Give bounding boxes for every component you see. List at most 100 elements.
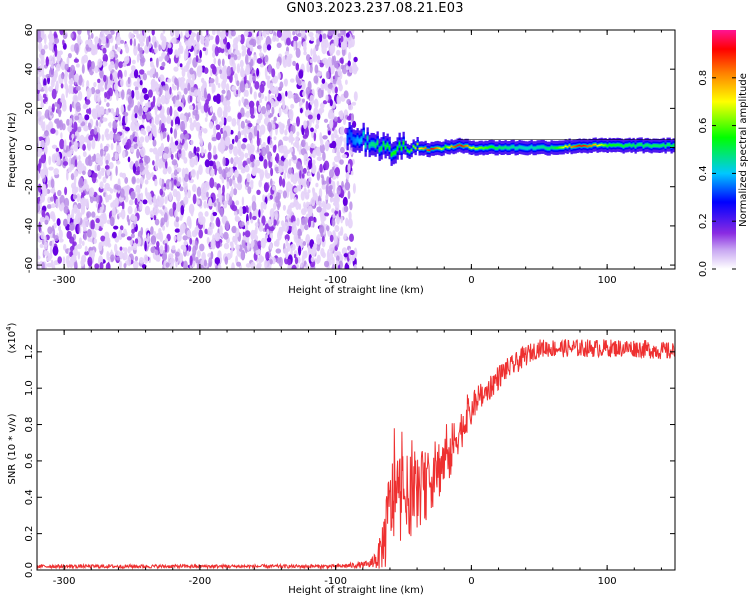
heatmap-cell bbox=[245, 54, 249, 65]
heatmap-cell bbox=[139, 200, 143, 211]
heatmap-cell bbox=[138, 47, 143, 54]
heatmap-cell bbox=[331, 264, 336, 269]
heatmap-cell bbox=[308, 172, 311, 177]
heatmap-cell bbox=[69, 225, 75, 231]
heatmap-cell bbox=[88, 107, 92, 115]
heatmap-cell bbox=[226, 192, 230, 202]
heatmap-cell bbox=[180, 133, 185, 140]
heatmap-cell bbox=[266, 44, 272, 51]
heatmap-cell bbox=[48, 155, 52, 166]
heatmap-cell bbox=[492, 146, 495, 148]
heatmap-cell bbox=[426, 149, 429, 151]
heatmap-cell bbox=[256, 118, 261, 124]
heatmap-cell bbox=[217, 82, 221, 89]
heatmap-cell bbox=[466, 145, 469, 147]
heatmap-cell bbox=[37, 255, 41, 260]
heatmap-cell bbox=[154, 178, 158, 187]
heatmap-cell bbox=[190, 80, 195, 87]
heatmap-cell bbox=[604, 144, 607, 146]
heatmap-cell bbox=[76, 34, 82, 45]
heatmap-cell bbox=[211, 136, 217, 142]
heatmap-cell bbox=[614, 144, 617, 147]
heatmap-cell bbox=[83, 125, 89, 132]
heatmap-cell bbox=[312, 247, 316, 257]
heatmap-cell bbox=[203, 67, 209, 74]
heatmap-cell bbox=[98, 121, 102, 128]
heatmap-cell bbox=[190, 169, 196, 178]
heatmap-cell bbox=[38, 221, 41, 233]
heatmap-cell bbox=[560, 146, 563, 149]
heatmap-cell bbox=[534, 147, 537, 149]
heatmap-cell bbox=[214, 182, 217, 188]
heatmap-cell bbox=[41, 261, 45, 269]
heatmap-cell bbox=[99, 115, 104, 124]
heatmap-cell bbox=[257, 45, 262, 50]
heatmap-cell bbox=[624, 144, 627, 147]
heatmap-cell bbox=[119, 225, 124, 231]
colorbar-label: Normalized spectral amplitude bbox=[738, 73, 749, 227]
heatmap-cell bbox=[336, 49, 341, 56]
heatmap-cell bbox=[147, 89, 153, 98]
heatmap-cell bbox=[233, 146, 239, 157]
heatmap-cell bbox=[351, 30, 355, 35]
heatmap-cell bbox=[342, 196, 348, 207]
heatmap-cell bbox=[213, 145, 217, 156]
heatmap-cell bbox=[510, 146, 513, 148]
heatmap-cell bbox=[237, 147, 242, 157]
heatmap-cell bbox=[216, 66, 220, 75]
heatmap-cell bbox=[196, 170, 199, 180]
heatmap-cell bbox=[136, 54, 140, 63]
heatmap-cell bbox=[116, 144, 122, 155]
heatmap-cell bbox=[114, 43, 118, 50]
y-tick-label: -40 bbox=[24, 218, 35, 234]
heatmap-cell bbox=[213, 57, 217, 65]
heatmap-cell bbox=[152, 127, 157, 137]
heatmap-cell bbox=[256, 67, 260, 77]
heatmap-cell bbox=[254, 225, 258, 235]
heatmap-cell bbox=[102, 61, 108, 67]
heatmap-cell bbox=[87, 122, 92, 131]
heatmap-cell bbox=[329, 234, 334, 243]
heatmap-cell bbox=[518, 146, 521, 148]
heatmap-cell bbox=[424, 147, 427, 149]
heatmap-cell bbox=[171, 37, 177, 44]
heatmap-cell bbox=[71, 208, 75, 220]
colorbar-tick-label: 0.8 bbox=[698, 70, 709, 86]
heatmap-cell bbox=[114, 243, 118, 253]
heatmap-cell bbox=[335, 260, 340, 267]
colorbar-tick-label: 0.6 bbox=[698, 118, 709, 134]
heatmap-cell bbox=[346, 115, 352, 121]
heatmap-cell bbox=[73, 204, 78, 214]
heatmap-cell bbox=[89, 195, 94, 204]
heatmap-cell bbox=[115, 165, 118, 176]
heatmap-cell bbox=[79, 134, 85, 145]
heatmap-cell bbox=[532, 147, 535, 149]
y-tick-label: 0.0 bbox=[24, 562, 35, 578]
heatmap-cell bbox=[347, 163, 351, 174]
heatmap-cell bbox=[121, 200, 125, 211]
heatmap-cell bbox=[145, 164, 149, 170]
heatmap-cell bbox=[264, 259, 268, 269]
heatmap-cell bbox=[46, 262, 53, 268]
heatmap-cell bbox=[189, 255, 193, 266]
heatmap-cell bbox=[670, 145, 673, 148]
colorbar-tick-label: 0.2 bbox=[698, 213, 709, 229]
heatmap-cell bbox=[251, 194, 257, 204]
heatmap-cell bbox=[336, 254, 340, 262]
heatmap-cell bbox=[176, 94, 180, 101]
heatmap-cell bbox=[311, 168, 316, 173]
heatmap-cell bbox=[308, 145, 311, 151]
heatmap-cell bbox=[296, 116, 300, 127]
heatmap-cell bbox=[321, 78, 326, 84]
heatmap-cell bbox=[136, 135, 140, 147]
heatmap-cell bbox=[179, 63, 183, 68]
heatmap-cell bbox=[50, 111, 53, 116]
heatmap-cell bbox=[404, 146, 407, 149]
heatmap-cell bbox=[163, 206, 168, 213]
heatmap-cell bbox=[468, 146, 471, 149]
heatmap-cell bbox=[245, 119, 248, 124]
heatmap-cell bbox=[158, 158, 163, 169]
heatmap-cell bbox=[40, 102, 45, 108]
heatmap-cell bbox=[337, 151, 341, 159]
heatmap-cell bbox=[52, 73, 57, 82]
